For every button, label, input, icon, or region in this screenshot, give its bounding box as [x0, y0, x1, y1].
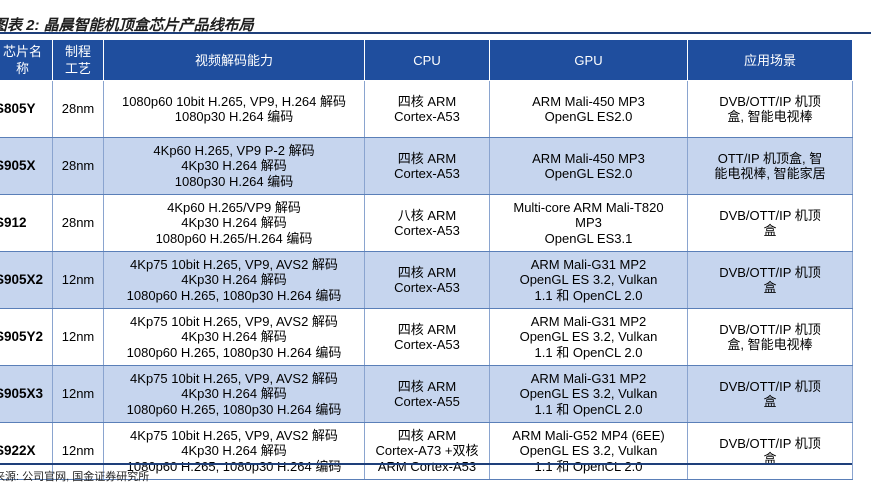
video-capability: 4Kp75 10bit H.265, VP9, AVS2 解码 4Kp30 H.… [103, 308, 365, 366]
process-node: 28nm [52, 80, 104, 138]
video-capability: 4Kp60 H.265/VP9 解码 4Kp30 H.264 解码 1080p6… [103, 194, 365, 252]
gpu-spec: ARM Mali-G52 MP4 (6EE) OpenGL ES 3.2, Vu… [489, 422, 688, 480]
header-video-decoding: 视频解码能力 [103, 39, 365, 81]
header-process: 制程 工艺 [52, 39, 104, 81]
process-node: 12nm [52, 251, 104, 309]
cpu-spec: 四核 ARM Cortex-A53 [364, 80, 490, 138]
process-node: 28nm [52, 194, 104, 252]
header-gpu: GPU [489, 39, 688, 81]
cpu-spec: 四核 ARM Cortex-A53 [364, 308, 490, 366]
table-title: 图表 2: 晶晨智能机顶盒芯片产品线布局 [0, 12, 871, 34]
table-title-text: 图表 2: 晶晨智能机顶盒芯片产品线布局 [0, 17, 254, 34]
video-capability: 4Kp75 10bit H.265, VP9, AVS2 解码 4Kp30 H.… [103, 365, 365, 423]
table-bottom-rule [0, 463, 852, 465]
video-capability: 4Kp75 10bit H.265, VP9, AVS2 解码 4Kp30 H.… [103, 251, 365, 309]
application-scenario: DVB/OTT/IP 机顶 盒 [687, 365, 853, 423]
header-cpu: CPU [364, 39, 490, 81]
header-application-scenario: 应用场景 [687, 39, 853, 81]
chip-model: S905Y2 [0, 308, 53, 366]
chip-model: S905X2 [0, 251, 53, 309]
cpu-spec: 四核 ARM Cortex-A55 [364, 365, 490, 423]
gpu-spec: ARM Mali-G31 MP2 OpenGL ES 3.2, Vulkan 1… [489, 308, 688, 366]
previous-section-cutoff [0, 0, 871, 8]
cpu-spec: 四核 ARM Cortex-A73 +双核 ARM Cortex-A53 [364, 422, 490, 480]
chip-model: S912 [0, 194, 53, 252]
cpu-spec: 四核 ARM Cortex-A53 [364, 251, 490, 309]
table-header-row: 芯片名 称 制程 工艺 视频解码能力 CPU GPU 应用场景 [0, 39, 853, 81]
cpu-spec: 四核 ARM Cortex-A53 [364, 137, 490, 195]
process-node: 12nm [52, 308, 104, 366]
chip-lineup-table: 芯片名 称 制程 工艺 视频解码能力 CPU GPU 应用场景 S805Y 28… [0, 39, 853, 480]
gpu-spec: ARM Mali-450 MP3 OpenGL ES2.0 [489, 80, 688, 138]
chip-model: S922X [0, 422, 53, 480]
application-scenario: DVB/OTT/IP 机顶 盒 [687, 194, 853, 252]
table-row: S912 28nm 4Kp60 H.265/VP9 解码 4Kp30 H.264… [0, 194, 853, 252]
table-row: S905Y2 12nm 4Kp75 10bit H.265, VP9, AVS2… [0, 308, 853, 366]
gpu-spec: ARM Mali-G31 MP2 OpenGL ES 3.2, Vulkan 1… [489, 365, 688, 423]
cpu-spec: 八核 ARM Cortex-A53 [364, 194, 490, 252]
table-row: S905X3 12nm 4Kp75 10bit H.265, VP9, AVS2… [0, 365, 853, 423]
gpu-spec: Multi-core ARM Mali-T820 MP3 OpenGL ES3.… [489, 194, 688, 252]
process-node: 12nm [52, 422, 104, 480]
gpu-spec: ARM Mali-450 MP3 OpenGL ES2.0 [489, 137, 688, 195]
process-node: 12nm [52, 365, 104, 423]
header-chip-name: 芯片名 称 [0, 39, 53, 81]
video-capability: 4Kp60 H.265, VP9 P-2 解码 4Kp30 H.264 解码 1… [103, 137, 365, 195]
process-node: 28nm [52, 137, 104, 195]
video-capability: 4Kp75 10bit H.265, VP9, AVS2 解码 4Kp30 H.… [103, 422, 365, 480]
table-row: S805Y 28nm 1080p60 10bit H.265, VP9, H.2… [0, 80, 853, 138]
application-scenario: DVB/OTT/IP 机顶 盒, 智能电视棒 [687, 80, 853, 138]
gpu-spec: ARM Mali-G31 MP2 OpenGL ES 3.2, Vulkan 1… [489, 251, 688, 309]
application-scenario: OTT/IP 机顶盒, 智 能电视棒, 智能家居 [687, 137, 853, 195]
application-scenario: DVB/OTT/IP 机顶 盒, 智能电视棒 [687, 308, 853, 366]
chip-model: S905X3 [0, 365, 53, 423]
source-note: 来源: 公司官网, 国金证券研究所 [0, 471, 150, 483]
table-row: S905X2 12nm 4Kp75 10bit H.265, VP9, AVS2… [0, 251, 853, 309]
table-row: S922X 12nm 4Kp75 10bit H.265, VP9, AVS2 … [0, 422, 853, 480]
video-capability: 1080p60 10bit H.265, VP9, H.264 解码 1080p… [103, 80, 365, 138]
chip-model: S905X [0, 137, 53, 195]
application-scenario: DVB/OTT/IP 机顶 盒 [687, 251, 853, 309]
table-row: S905X 28nm 4Kp60 H.265, VP9 P-2 解码 4Kp30… [0, 137, 853, 195]
application-scenario: DVB/OTT/IP 机顶 盒 [687, 422, 853, 480]
chip-model: S805Y [0, 80, 53, 138]
